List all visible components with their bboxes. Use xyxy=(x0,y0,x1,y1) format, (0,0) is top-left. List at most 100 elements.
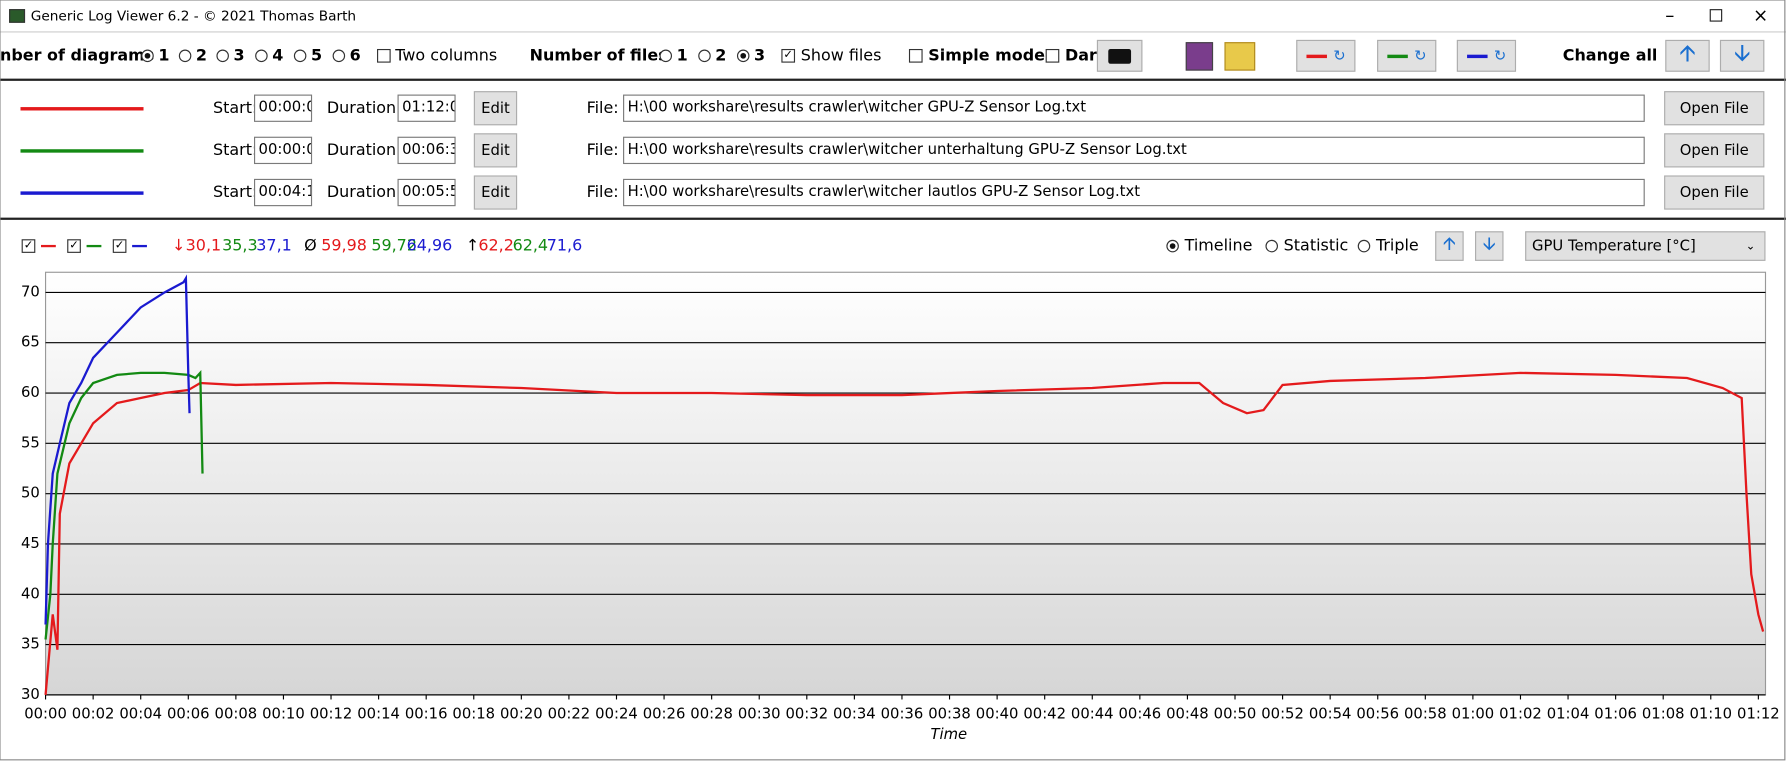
open-folder-button[interactable] xyxy=(1224,42,1256,71)
checkbox[interactable]: ✓ xyxy=(67,239,81,253)
up-button[interactable]: 🡩 xyxy=(1435,231,1464,261)
maximize-button[interactable] xyxy=(1709,9,1723,22)
radio[interactable] xyxy=(141,49,154,63)
refresh-blue-button[interactable]: ↻ xyxy=(1456,39,1517,72)
radio[interactable] xyxy=(1166,239,1179,253)
radio[interactable] xyxy=(1357,239,1371,253)
radio-label: 3 xyxy=(233,46,245,65)
refresh-green-button[interactable]: ↻ xyxy=(1377,39,1437,72)
x-tick-label: 00:30 xyxy=(738,705,781,722)
checkbox-label: Simple mode xyxy=(928,46,1045,65)
series-line xyxy=(44,370,204,640)
x-tick-label: 00:20 xyxy=(500,705,543,722)
checkbox-label: Dark xyxy=(1064,46,1108,65)
stat-value: 37,1 xyxy=(256,236,292,256)
sensor-dropdown[interactable]: GPU Temperature [°C] ⌄ xyxy=(1525,231,1766,261)
duration-label: Duration: xyxy=(326,183,402,202)
refresh-red-button[interactable]: ↻ xyxy=(1296,39,1356,72)
minimize-button[interactable]: – xyxy=(1665,4,1675,27)
x-tick-label: 00:24 xyxy=(595,705,638,722)
stat-value: 59,98 xyxy=(321,236,367,256)
x-tick-label: 00:38 xyxy=(928,705,971,722)
checkbox[interactable] xyxy=(1045,48,1060,63)
plot-area xyxy=(44,271,1767,696)
file-path-input[interactable]: H:\00 workshare\results crawler\witcher … xyxy=(623,136,1645,165)
duration-input[interactable]: 00:05:59 xyxy=(397,178,456,207)
open-file-button[interactable]: Open File xyxy=(1664,175,1765,210)
x-tick-label: 00:52 xyxy=(1261,705,1304,722)
radio[interactable] xyxy=(736,49,750,63)
dropdown-value: GPU Temperature [°C] xyxy=(1531,237,1696,255)
stat-value: 35,3 xyxy=(222,236,258,256)
x-tick-label: 00:22 xyxy=(548,705,591,722)
radio[interactable] xyxy=(698,49,711,63)
avg-symbol: Ø xyxy=(304,236,317,256)
x-tick-label: 00:04 xyxy=(119,705,162,722)
radio[interactable] xyxy=(293,49,307,63)
down-button[interactable]: 🡫 xyxy=(1475,231,1504,261)
stat-value: 71,6 xyxy=(546,236,583,256)
radio[interactable] xyxy=(332,49,346,63)
open-file-button[interactable]: Open File xyxy=(1664,91,1765,126)
radio[interactable] xyxy=(216,49,229,63)
diagrams-label: nber of diagrams xyxy=(0,46,155,65)
x-tick-label: 01:04 xyxy=(1547,705,1590,722)
file-path-input[interactable]: H:\00 workshare\results crawler\witcher … xyxy=(623,94,1645,122)
edit-button[interactable]: Edit xyxy=(473,175,518,210)
x-tick-label: 00:00 xyxy=(24,705,67,722)
x-tick-label: 00:12 xyxy=(310,705,353,722)
checkbox[interactable]: ✓ xyxy=(112,239,127,253)
start-label: Start: xyxy=(212,183,258,202)
x-tick-label: 00:34 xyxy=(833,705,876,722)
duration-input[interactable]: 01:12:03 xyxy=(397,94,456,122)
checkbox[interactable]: ✓ xyxy=(781,48,796,63)
radio[interactable] xyxy=(255,49,268,63)
file-path-input[interactable]: H:\00 workshare\results crawler\witcher … xyxy=(623,178,1645,207)
change-all-label: Change all xyxy=(1562,46,1658,65)
checkbox-label: Two columns xyxy=(395,46,498,65)
radio[interactable] xyxy=(1265,239,1278,253)
radio-label: 6 xyxy=(349,46,361,65)
start-input[interactable]: 00:00:00 xyxy=(254,94,313,122)
edit-button[interactable]: Edit xyxy=(473,133,518,168)
y-tick-label: 45 xyxy=(21,535,40,552)
checkbox[interactable] xyxy=(377,48,391,63)
radio-label: 2 xyxy=(715,46,727,65)
radio-label: Triple xyxy=(1375,236,1419,256)
screenshot-button[interactable] xyxy=(1096,39,1143,72)
radio-label: 4 xyxy=(272,46,284,65)
file-color-line xyxy=(20,191,144,195)
x-tick-label: 00:14 xyxy=(357,705,400,722)
radio-label: Statistic xyxy=(1283,236,1349,256)
radio[interactable] xyxy=(178,49,192,63)
x-tick-label: 00:42 xyxy=(1023,705,1066,722)
duration-input[interactable]: 00:06:32 xyxy=(397,136,456,165)
stat-value: 59,72 xyxy=(371,236,417,256)
x-tick-label: 00:46 xyxy=(1119,705,1162,722)
x-tick-label: 00:18 xyxy=(452,705,495,722)
open-file-button[interactable]: Open File xyxy=(1664,133,1765,168)
checkbox[interactable]: ✓ xyxy=(21,239,36,253)
y-tick-label: 35 xyxy=(21,636,40,653)
save-button[interactable] xyxy=(1185,42,1214,71)
y-tick-label: 65 xyxy=(21,334,40,351)
start-label: Start: xyxy=(212,141,258,160)
radio-label: Timeline xyxy=(1184,236,1253,256)
start-input[interactable]: 00:04:18 xyxy=(254,178,313,207)
close-button[interactable]: × xyxy=(1752,4,1769,27)
file-label: File: xyxy=(586,99,619,118)
x-tick-label: 01:02 xyxy=(1499,705,1542,722)
stat-value: 62,2 xyxy=(478,236,514,256)
stat-value: 64,96 xyxy=(406,236,453,256)
checkbox[interactable] xyxy=(908,48,923,63)
x-tick-label: 00:26 xyxy=(643,705,686,722)
edit-button[interactable]: Edit xyxy=(473,91,518,126)
down-button[interactable]: 🡫 xyxy=(1719,39,1765,72)
start-input[interactable]: 00:00:00 xyxy=(254,136,313,165)
radio[interactable] xyxy=(659,49,673,63)
up-button[interactable]: 🡩 xyxy=(1665,39,1710,72)
